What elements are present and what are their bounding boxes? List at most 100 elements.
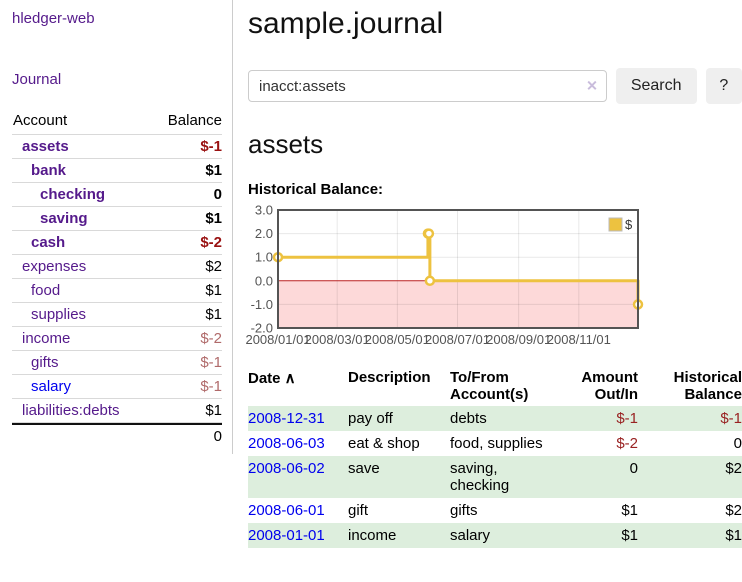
accounts-header-balance: Balance bbox=[167, 112, 222, 129]
register-header-to-from-account-s-: To/From Account(s) bbox=[450, 369, 529, 403]
main-content: sample.journal ✕ Search ? assets Histori… bbox=[245, 0, 742, 548]
transaction-balance: $2 bbox=[725, 502, 742, 519]
transaction-description: gift bbox=[348, 502, 369, 519]
sort-ascending-icon[interactable]: ∧ bbox=[280, 370, 296, 387]
svg-text:-1.0: -1.0 bbox=[251, 297, 273, 312]
account-balance: $2 bbox=[150, 254, 222, 278]
account-row: cash $-2 bbox=[12, 230, 222, 254]
svg-text:2008/01/01: 2008/01/01 bbox=[245, 332, 310, 347]
transaction-description: income bbox=[348, 527, 397, 544]
account-link[interactable]: assets bbox=[22, 138, 69, 155]
account-row: saving $1 bbox=[12, 206, 222, 230]
transaction-balance: $1 bbox=[725, 527, 742, 544]
y-axis-labels: 3.0 2.0 1.0 0.0 -1.0 -2.0 bbox=[251, 203, 273, 336]
account-link[interactable]: cash bbox=[31, 234, 66, 251]
register-row: 2008-06-02 save saving, checking 0 $2 bbox=[248, 456, 742, 498]
negative-region bbox=[278, 280, 638, 328]
transaction-accounts: food, supplies bbox=[450, 435, 543, 452]
register-row: 2008-12-31 pay off debts $-1 $-1 bbox=[248, 406, 742, 431]
transaction-date-link[interactable]: 2008-06-01 bbox=[248, 502, 325, 519]
svg-text:$: $ bbox=[625, 217, 633, 232]
account-balance: $1 bbox=[150, 278, 222, 302]
svg-text:2008/03/01: 2008/03/01 bbox=[305, 332, 370, 347]
chart-legend: $ bbox=[608, 217, 633, 232]
account-row: supplies $1 bbox=[12, 302, 222, 326]
svg-text:0.0: 0.0 bbox=[255, 273, 273, 288]
transaction-balance: 0 bbox=[733, 435, 742, 452]
transaction-accounts: debts bbox=[450, 410, 487, 427]
register-row: 2008-06-01 gift gifts $1 $2 bbox=[248, 498, 742, 523]
transaction-accounts: salary bbox=[450, 527, 491, 544]
account-balance: $1 bbox=[150, 302, 222, 326]
account-row: salary $-1 bbox=[12, 374, 222, 398]
app-title[interactable]: hledger-web bbox=[12, 10, 95, 27]
accounts-total-row: 0 bbox=[12, 423, 222, 448]
account-link[interactable]: income bbox=[22, 330, 71, 347]
transaction-date-link[interactable]: 2008-06-03 bbox=[248, 435, 325, 452]
register-header-historical-balance: Historical Balance bbox=[673, 369, 742, 403]
transaction-date-link[interactable]: 2008-01-01 bbox=[248, 527, 325, 544]
transaction-amount: $1 bbox=[621, 502, 638, 519]
search-button[interactable]: Search bbox=[615, 68, 697, 104]
search-input[interactable] bbox=[248, 70, 607, 102]
register-row: 2008-06-03 eat & shop food, supplies $-2 0 bbox=[248, 431, 742, 456]
transaction-accounts: saving, checking bbox=[450, 460, 510, 494]
account-balance: 0 bbox=[150, 182, 222, 206]
account-link[interactable]: checking bbox=[40, 186, 106, 203]
transaction-amount: $-2 bbox=[616, 435, 638, 452]
account-balance: $-2 bbox=[150, 230, 222, 254]
transaction-description: pay off bbox=[348, 410, 393, 427]
accounts-header-account: Account bbox=[13, 112, 68, 129]
account-link[interactable]: food bbox=[31, 282, 61, 299]
data-point-marker bbox=[424, 275, 436, 287]
data-point-marker bbox=[423, 228, 435, 239]
account-link[interactable]: supplies bbox=[31, 306, 87, 323]
transaction-date-link[interactable]: 2008-06-02 bbox=[248, 460, 325, 477]
account-row: expenses $2 bbox=[12, 254, 222, 278]
account-balance: $-2 bbox=[150, 326, 222, 350]
account-row: assets $-1 bbox=[12, 134, 222, 158]
accounts-table: Account Balance assets $-1 bank $1 checking 0… bbox=[12, 109, 222, 448]
account-balance: $-1 bbox=[150, 350, 222, 374]
account-balance: $-1 bbox=[150, 374, 222, 398]
account-row: gifts $-1 bbox=[12, 350, 222, 374]
journal-link[interactable]: Journal bbox=[12, 71, 62, 88]
transaction-amount: $-1 bbox=[616, 410, 638, 427]
transaction-amount: $1 bbox=[621, 527, 638, 544]
help-button[interactable]: ? bbox=[705, 68, 742, 104]
register-header-date[interactable]: Date ∧ bbox=[248, 370, 296, 387]
account-row: food $1 bbox=[12, 278, 222, 302]
account-link[interactable]: salary bbox=[31, 378, 72, 395]
sidebar: hledger-web Journal Account Balance asse… bbox=[0, 0, 233, 454]
account-link[interactable]: saving bbox=[40, 210, 88, 227]
register-row: 2008-01-01 income salary $1 $1 bbox=[248, 523, 742, 548]
account-row: income $-2 bbox=[12, 326, 222, 350]
account-link[interactable]: bank bbox=[31, 162, 67, 179]
transaction-date-link[interactable]: 2008-12-31 bbox=[248, 410, 325, 427]
svg-text:2.0: 2.0 bbox=[255, 226, 273, 241]
x-axis-labels: 2008/01/012008/03/012008/05/012008/07/01… bbox=[245, 332, 610, 347]
account-link[interactable]: expenses bbox=[22, 258, 87, 275]
clear-search-icon[interactable]: ✕ bbox=[586, 77, 598, 94]
account-balance: $1 bbox=[150, 158, 222, 182]
svg-text:2008/05/01: 2008/05/01 bbox=[365, 332, 430, 347]
page-title: sample.journal bbox=[248, 7, 444, 40]
register-header-description: Description bbox=[348, 369, 431, 386]
account-row: liabilities:debts $1 bbox=[12, 398, 222, 423]
svg-text:-2.0: -2.0 bbox=[251, 321, 273, 336]
account-balance: $1 bbox=[150, 398, 222, 423]
register-table: Date ∧ Description To/From Account(s) Amoun… bbox=[248, 366, 742, 548]
account-link[interactable]: gifts bbox=[31, 354, 59, 371]
account-link[interactable]: liabilities:debts bbox=[22, 402, 120, 419]
transaction-balance: $2 bbox=[725, 460, 742, 477]
register-header-amount-out-in: Amount Out/In bbox=[581, 369, 638, 403]
account-row: checking 0 bbox=[12, 182, 222, 206]
historical-balance-chart[interactable]: $3.0 2.0 1.0 0.0 -1.0 -2.0 2008/01/01 2008/03/0… bbox=[245, 203, 742, 349]
plot-border bbox=[277, 209, 639, 329]
hledger-web-app: hledger-web Journal Account Balance asse… bbox=[0, 0, 742, 548]
svg-text:1.0: 1.0 bbox=[255, 250, 273, 265]
account-row: bank $1 bbox=[12, 158, 222, 182]
svg-text:2008/07/01: 2008/07/01 bbox=[425, 332, 490, 347]
accounts-total-balance: 0 bbox=[12, 423, 222, 448]
svg-text:2008/09/01: 2008/09/01 bbox=[486, 332, 551, 347]
